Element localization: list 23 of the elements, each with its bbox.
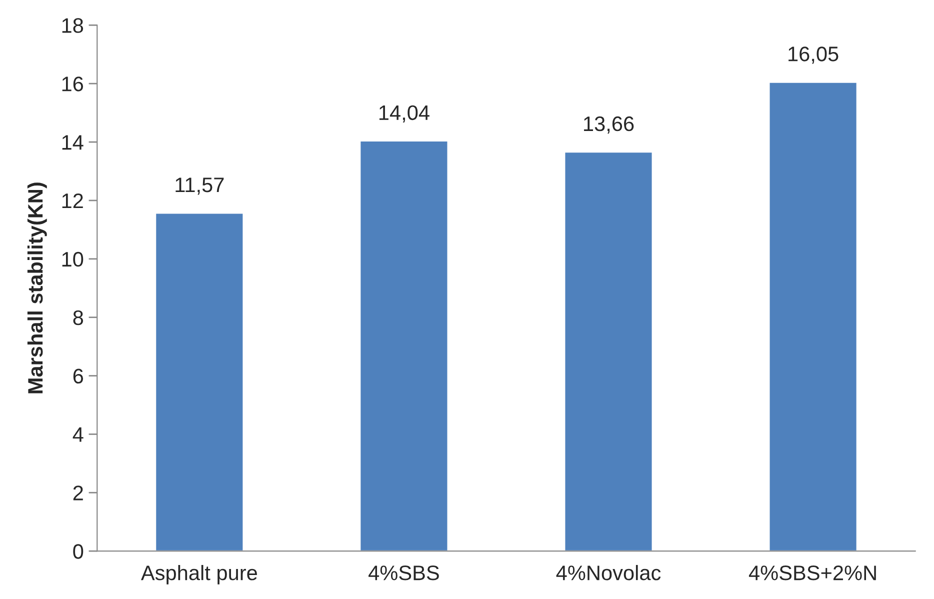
x-tick-label: 4%SBS: [368, 566, 439, 580]
y-tick-label: 10: [62, 252, 84, 267]
y-axis-title: Marshall stability(KN): [27, 182, 47, 394]
bar: [154, 212, 244, 552]
x-tick-label: 4%SBS+2%N: [748, 566, 876, 580]
y-tick-label: 18: [62, 18, 84, 33]
data-label: 16,05: [788, 46, 838, 64]
data-label: 14,04: [379, 105, 430, 123]
data-label: 13,66: [584, 116, 634, 134]
y-tick-label: 2: [73, 486, 83, 500]
bar: [564, 151, 654, 552]
bar: [359, 140, 449, 552]
y-tick-label: 6: [73, 368, 84, 384]
y-tick-label: 16: [62, 76, 84, 92]
bar: [768, 81, 858, 552]
x-tick-label: Asphalt pure: [140, 564, 257, 584]
y-tick-label: 4: [72, 427, 84, 442]
y-tick-label: 0: [73, 544, 84, 559]
y-tick-label: 14: [62, 135, 84, 150]
y-tick-label: 12: [62, 193, 83, 208]
data-label: 11,57: [176, 178, 224, 195]
y-tick-label: 8: [73, 310, 84, 326]
x-tick-label: 4%Novolac: [556, 564, 661, 580]
